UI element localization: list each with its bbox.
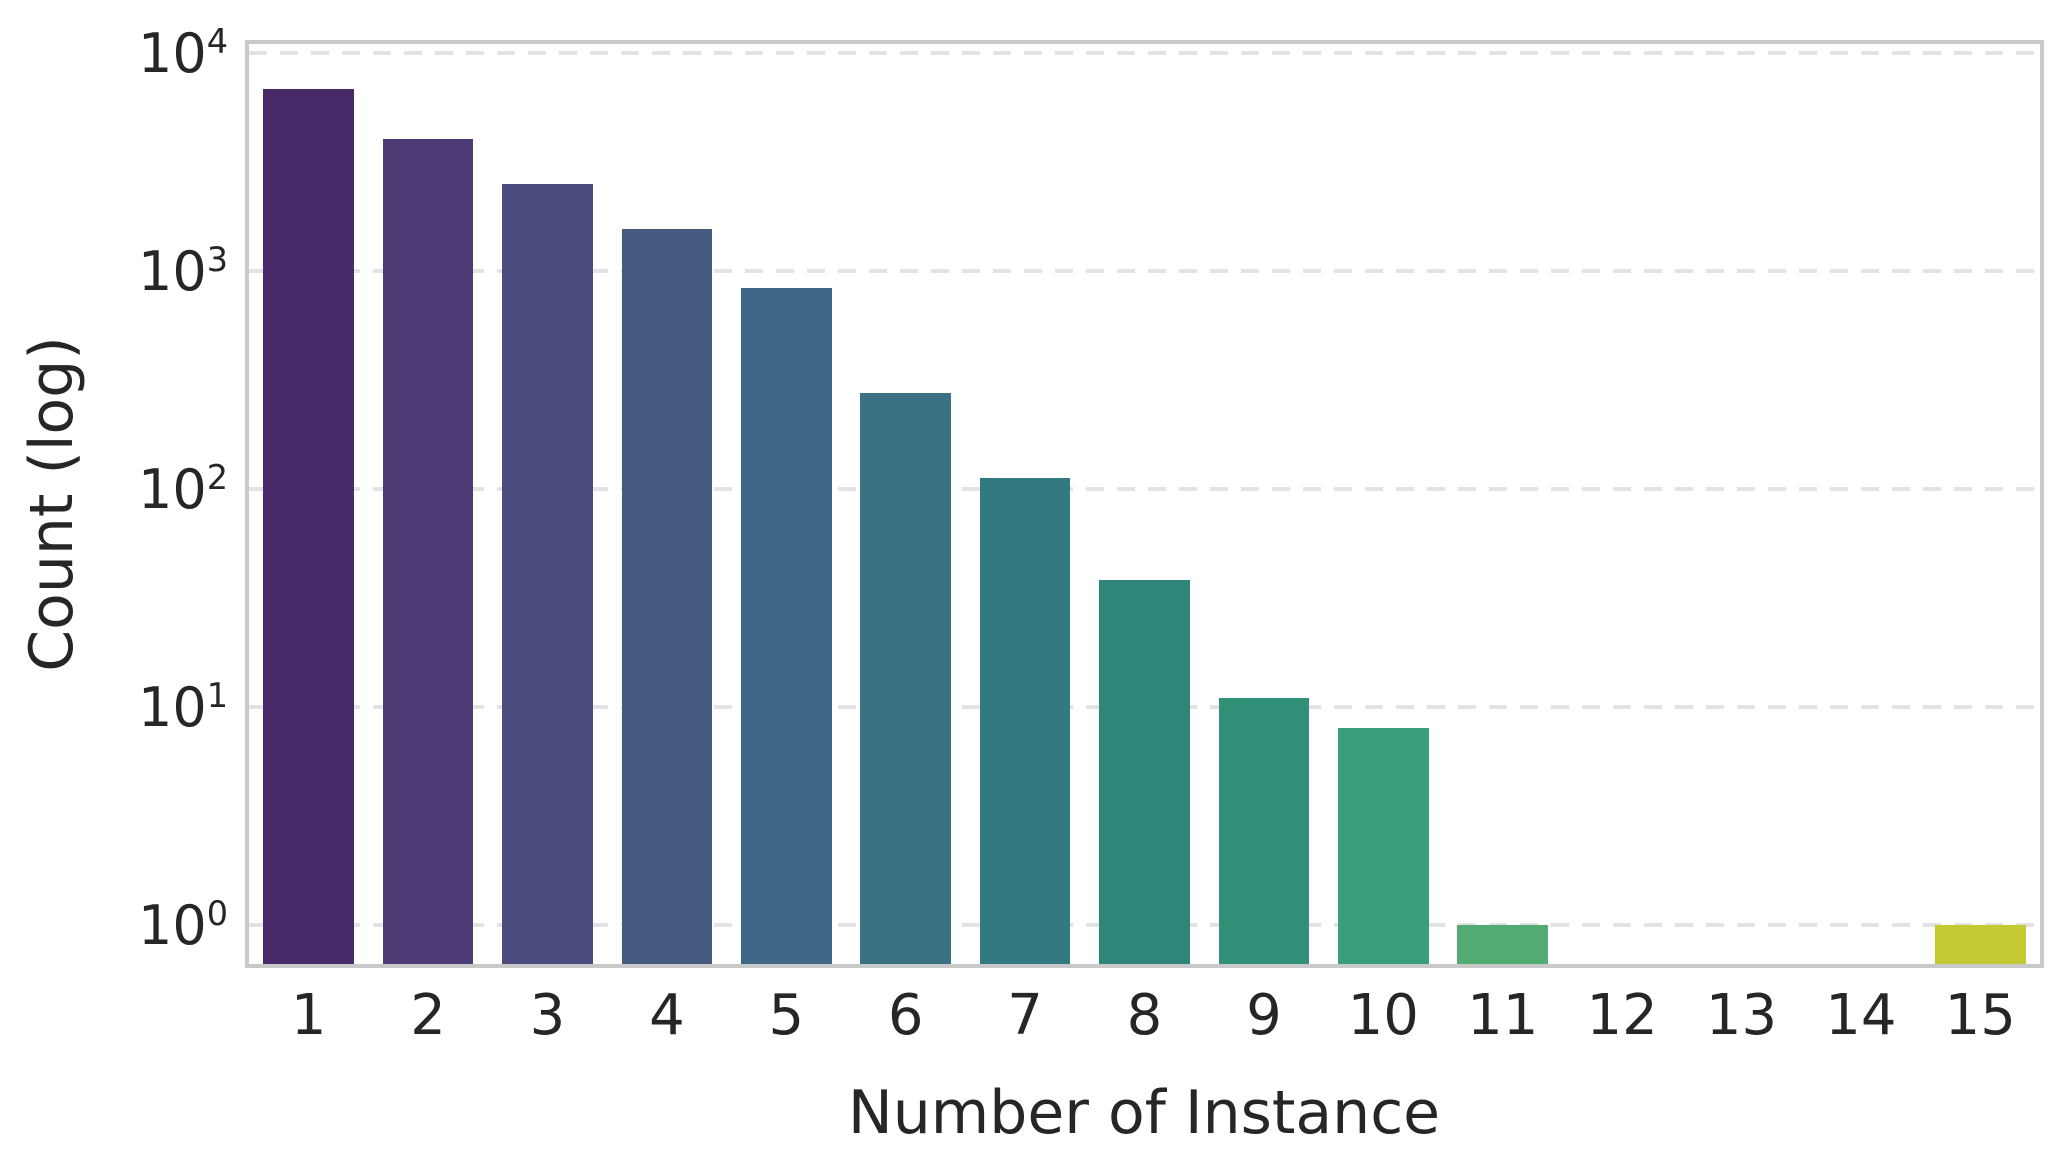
bar-6 [860, 392, 952, 964]
x-tick-label-12: 12 [1586, 983, 1658, 1048]
bar-4 [621, 229, 713, 964]
bar-10 [1337, 727, 1429, 964]
y-tick-label-10e3: 103 [137, 239, 228, 303]
y-tick-label-10e2: 102 [137, 457, 228, 521]
x-tick-label-10: 10 [1347, 983, 1419, 1048]
gridline-10e4 [249, 50, 2040, 55]
x-tick-label-7: 7 [1007, 983, 1043, 1048]
x-tick-label-1: 1 [290, 983, 327, 1048]
y-tick-label-10e4: 104 [137, 21, 228, 85]
bar-2 [382, 139, 474, 964]
bar-1 [263, 89, 355, 964]
x-tick-label-2: 2 [410, 983, 446, 1048]
bar-7 [979, 478, 1071, 964]
x-tick-label-14: 14 [1825, 983, 1897, 1048]
x-tick-label-6: 6 [887, 983, 924, 1048]
x-tick-label-9: 9 [1246, 983, 1282, 1048]
bar-15 [1934, 924, 2026, 964]
x-tick-label-5: 5 [768, 983, 805, 1048]
x-axis-label: Number of Instance [847, 1078, 1441, 1148]
y-tick-label-10e1: 101 [137, 675, 228, 739]
x-tick-label-4: 4 [649, 983, 685, 1048]
bar-8 [1099, 580, 1190, 964]
x-tick-label-13: 13 [1705, 983, 1778, 1048]
x-tick-label-11: 11 [1467, 983, 1539, 1048]
x-tick-label-15: 15 [1944, 983, 2016, 1048]
bar-11 [1457, 924, 1549, 964]
gridline-10e2 [249, 486, 2040, 491]
y-tick-label-10e0: 100 [137, 893, 228, 957]
bar-3 [502, 183, 593, 964]
plot-area [245, 40, 2044, 968]
x-tick-label-3: 3 [529, 983, 566, 1048]
gridline-10e3 [249, 268, 2040, 273]
bar-9 [1218, 697, 1310, 964]
bar-5 [740, 288, 832, 964]
x-tick-label-8: 8 [1126, 983, 1163, 1048]
